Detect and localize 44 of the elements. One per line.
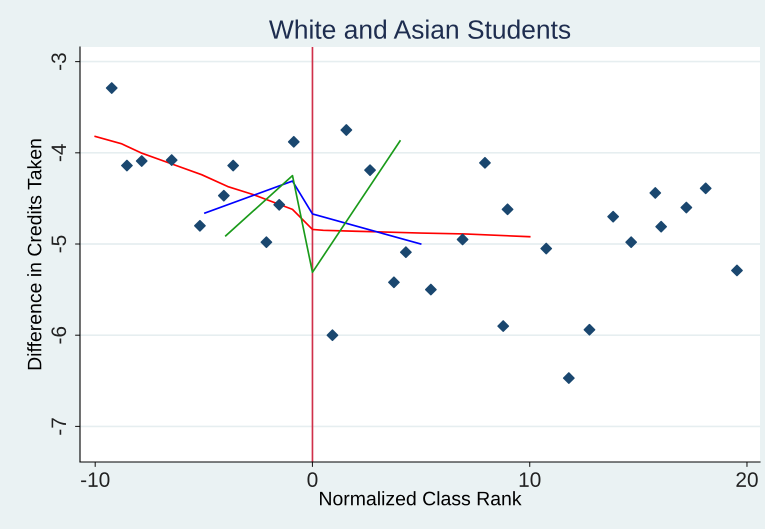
point [680, 202, 692, 214]
point [106, 82, 118, 94]
point [121, 160, 133, 172]
point [562, 372, 575, 384]
point [136, 155, 148, 167]
point [502, 203, 514, 216]
x-tick-label: 10 [520, 472, 540, 488]
point [700, 182, 712, 194]
point [625, 236, 638, 248]
point [326, 329, 338, 342]
line-series [224, 140, 401, 274]
x-axis-title: Normalized Class Rank [320, 491, 522, 506]
point [260, 236, 272, 248]
point [649, 187, 662, 199]
point [400, 246, 412, 258]
point [479, 156, 491, 169]
y-axis-title: Difference in Credits Taken [27, 139, 42, 370]
y-tick-label: -4 [52, 144, 66, 162]
point [540, 242, 552, 254]
point [166, 154, 178, 166]
y-tick-label: -7 [52, 418, 66, 435]
point [288, 136, 300, 148]
point [607, 210, 620, 223]
x-tick-label: 0 [307, 472, 318, 488]
point [456, 234, 468, 246]
point [227, 160, 240, 172]
point [364, 164, 376, 176]
point [194, 220, 206, 232]
line-series [204, 180, 422, 245]
point [655, 220, 668, 233]
point [340, 124, 352, 136]
point [584, 324, 596, 336]
x-tick-label: 20 [736, 472, 758, 488]
point [388, 276, 400, 288]
point [497, 320, 510, 332]
point [273, 198, 286, 211]
chart-title: White and Asian Students [269, 20, 570, 39]
y-tick-label: -6 [51, 326, 66, 344]
y-tick-label: -3 [51, 53, 66, 70]
x-tick-label: -10 [81, 472, 110, 488]
point [218, 190, 230, 202]
y-tick-label: -5 [52, 236, 66, 252]
point [731, 264, 743, 276]
point [424, 284, 437, 296]
